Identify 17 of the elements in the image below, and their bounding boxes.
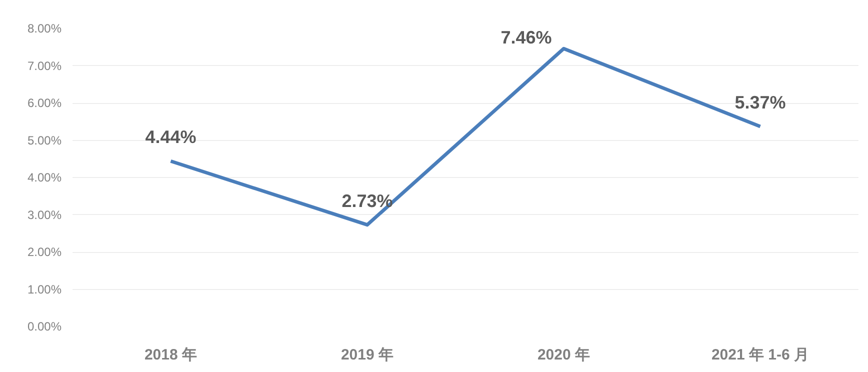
x-tick-label: 2020 年	[537, 346, 590, 364]
y-tick-label: 4.00%	[27, 170, 62, 184]
y-tick-label: 2.00%	[27, 245, 62, 259]
y-tick-label: 1.00%	[27, 282, 62, 296]
y-tick-label: 0.00%	[27, 320, 62, 334]
x-tick-label: 2018 年	[144, 346, 198, 364]
data-label: 4.44%	[145, 127, 196, 148]
y-tick-label: 3.00%	[27, 208, 62, 222]
y-tick-label: 5.00%	[27, 133, 62, 148]
data-label: 7.46%	[500, 28, 552, 48]
y-tick-label: 8.00%	[27, 22, 62, 36]
x-tick-label: 2021 年 1-6 月	[711, 346, 810, 364]
data-label: 5.37%	[734, 92, 786, 112]
y-tick-label: 7.00%	[27, 58, 62, 73]
data-label: 2.73%	[342, 190, 393, 211]
x-tick-label: 2019 年	[340, 346, 394, 364]
y-tick-label: 6.00%	[27, 96, 62, 110]
